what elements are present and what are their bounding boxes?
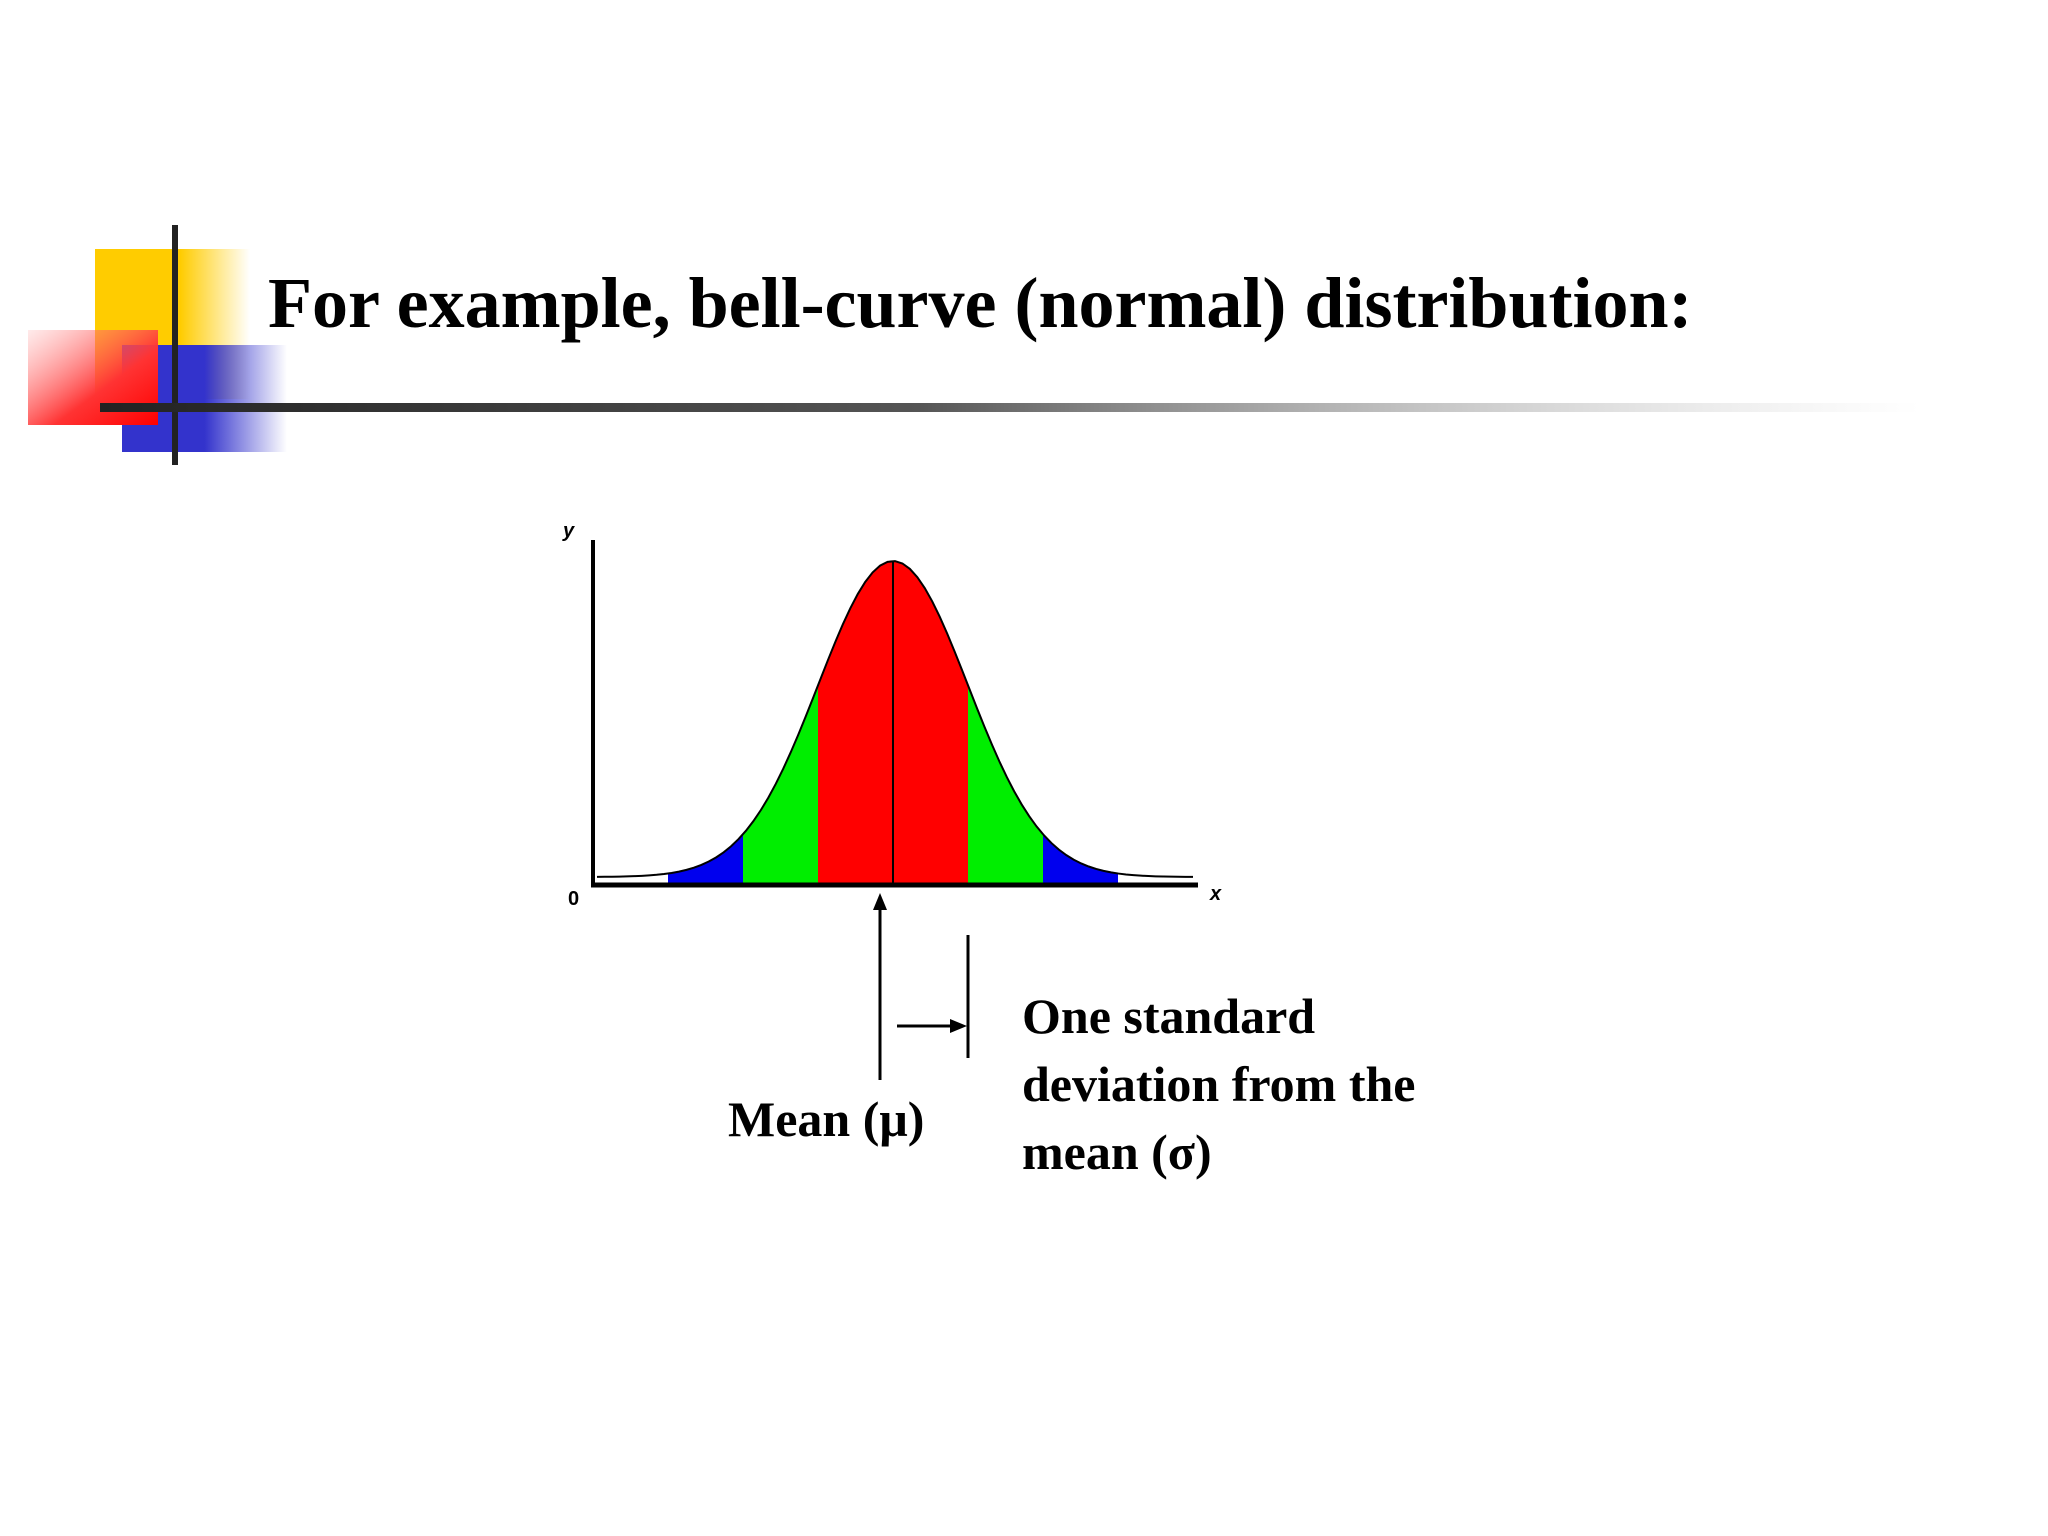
band-2 <box>968 685 1043 885</box>
sd-label-line-1: One standard <box>1022 988 1316 1044</box>
sd-label-line-2: deviation from the <box>1022 1056 1416 1112</box>
title-underline <box>100 403 1920 412</box>
title-decoration <box>28 225 1920 465</box>
band-3 <box>668 834 743 885</box>
band-4 <box>1043 834 1118 885</box>
sd-arrow-head <box>950 1019 967 1033</box>
standard-deviation-label: One standard deviation from the mean (σ) <box>1022 982 1415 1186</box>
bell-curve-line <box>596 560 1194 878</box>
origin-label: 0 <box>568 888 579 910</box>
mean-arrow-head <box>873 893 887 910</box>
slide-title: For example, bell-curve (normal) distrib… <box>268 263 1693 343</box>
sd-label-line-3: mean (σ) <box>1022 1124 1212 1180</box>
y-axis-label: y <box>562 520 575 542</box>
deco-vertical-line <box>172 225 178 465</box>
band-1 <box>743 685 818 885</box>
mean-label: Mean (μ) <box>728 1091 925 1147</box>
x-axis-label: x <box>1209 883 1222 905</box>
